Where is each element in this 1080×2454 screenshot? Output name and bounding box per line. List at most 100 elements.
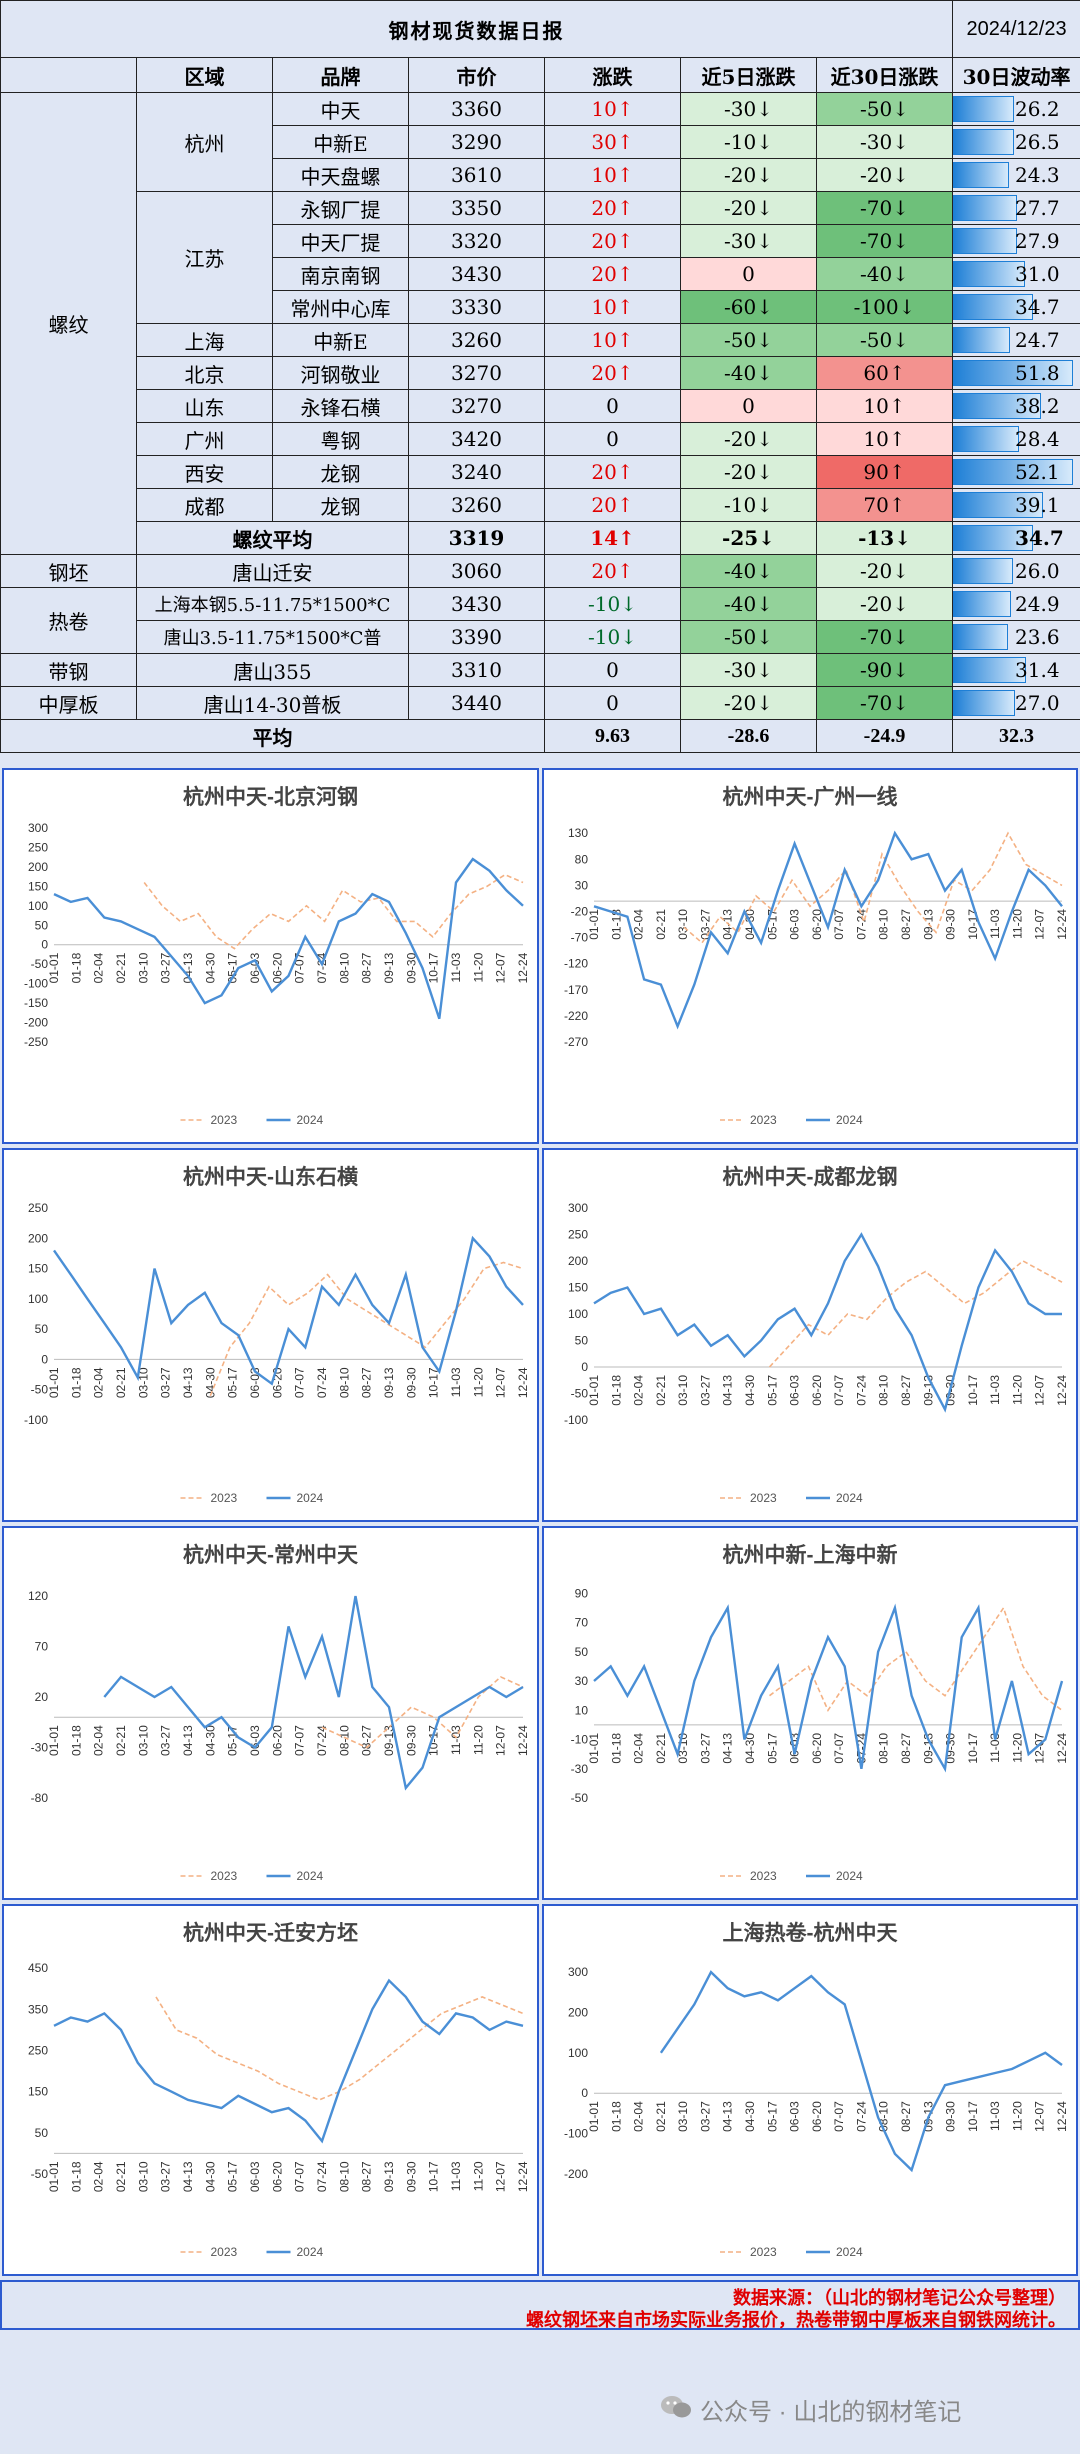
y-tick-label: -100 [564, 1413, 588, 1427]
region-cell: 上海 [136, 323, 273, 357]
x-tick-label: 12-07 [494, 952, 508, 983]
y-tick-label: 130 [568, 826, 588, 840]
price-cell: 3270 [408, 389, 545, 423]
y-tick-label: 0 [41, 1352, 48, 1366]
x-tick-label: 11-03 [449, 1725, 463, 1755]
x-tick-label: 12-24 [516, 952, 530, 983]
x-tick-label: 04-30 [203, 1367, 217, 1398]
x-tick-label: 07-24 [315, 2161, 329, 2192]
legend-label: 2024 [297, 1869, 324, 1883]
y-tick-label: 250 [28, 840, 48, 854]
table-row: 螺纹 杭州 中天 3360 10↑ -30↓ -50↓ 26.2 [0, 92, 1080, 555]
y-tick-label: 0 [41, 938, 48, 952]
change-5d-cell: -50↓ [680, 620, 817, 654]
y-tick-label: 50 [575, 1645, 589, 1659]
spread-chart: 杭州中天-广州一线 130 80 30 -20 -70 -120 -170 -220 -270 01… [542, 768, 1078, 1144]
series-line-2024 [53, 1978, 524, 2144]
x-tick-label: 06-03 [248, 1725, 262, 1756]
volatility-cell: 34.7 [952, 521, 1080, 555]
title-row: 钢材现货数据日报 2024/12/23 [0, 0, 1080, 58]
y-tick-label: 150 [568, 1281, 588, 1295]
volatility-value: 39.1 [1015, 493, 1060, 517]
x-tick-label: 04-13 [181, 2161, 195, 2192]
series-line-2023 [769, 1606, 1063, 1712]
volatility-bar [953, 96, 1014, 122]
x-tick-label: 06-20 [810, 909, 824, 940]
change-cell: 10↑ [544, 92, 681, 126]
y-tick-label: 300 [568, 1965, 588, 1979]
x-tick-label: 09-13 [382, 1367, 396, 1398]
report-title: 钢材现货数据日报 [0, 0, 954, 58]
x-tick-label: 08-27 [360, 1725, 374, 1756]
y-tick-label: 200 [568, 1254, 588, 1268]
x-tick-label: 06-03 [788, 2101, 802, 2132]
x-tick-label: 08-10 [337, 952, 351, 983]
volatility-value: 24.9 [1015, 592, 1060, 616]
change-5d-cell: -40↓ [680, 554, 817, 588]
chart-title: 杭州中天-山东石横 [183, 1165, 358, 1189]
x-tick-label: 02-21 [654, 1733, 668, 1764]
x-tick-label: 08-10 [877, 1375, 891, 1406]
table-row: 上海 中新E 3260 10↑ -50↓ -50↓ 24.7 [1, 323, 1080, 357]
y-tick-label: 150 [28, 879, 48, 893]
volatility-cell: 31.0 [952, 257, 1080, 291]
y-tick-label: 0 [581, 2086, 588, 2100]
y-tick-label: 100 [28, 1292, 48, 1306]
x-tick-label: 12-07 [1033, 1375, 1047, 1406]
change-30d-cell: -13↓ [815, 521, 954, 555]
x-tick-label: 02-04 [92, 1725, 106, 1756]
region-cell: 江苏 [136, 191, 273, 324]
series-line-2023 [768, 1260, 1063, 1368]
chart-title: 杭州中天-常州中天 [183, 1543, 359, 1567]
x-tick-label: 03-10 [676, 2101, 690, 2132]
volatility-value: 23.6 [1015, 625, 1060, 649]
y-tick-label: -30 [31, 1741, 49, 1755]
change-5d-cell: -10↓ [680, 488, 817, 522]
x-tick-label: 11-03 [988, 1733, 1002, 1763]
x-tick-label: 01-18 [609, 2101, 623, 2132]
x-tick-label: 10-17 [966, 2101, 980, 2132]
x-tick-label: 11-20 [471, 952, 485, 982]
x-tick-label: 07-07 [293, 1725, 307, 1756]
brand-cell: 常州中心库 [272, 290, 409, 324]
y-tick-label: -120 [564, 957, 588, 971]
change-5d-cell: -20↓ [680, 422, 817, 456]
y-tick-label: -200 [564, 2167, 588, 2181]
x-tick-label: 04-13 [181, 1367, 195, 1398]
group-billet: 钢坯 [0, 554, 137, 588]
brand-cell: 龙钢 [272, 488, 409, 522]
brand-cell: 粤钢 [272, 422, 409, 456]
brand-cell: 唐山3.5-11.75*1500*C普 [136, 620, 409, 654]
change-30d-cell: -50↓ [815, 92, 954, 126]
volatility-bar [953, 558, 1014, 584]
change-cell: -10↓ [544, 620, 681, 654]
x-tick-label: 12-07 [494, 1725, 508, 1756]
volatility-value: 27.7 [1015, 196, 1060, 220]
y-tick-label: -50 [571, 1387, 589, 1401]
y-tick-label: 450 [28, 1961, 48, 1975]
chart-svg: 杭州中天-成都龙钢 300 250 200 150 100 50 0 -50 -100 01-01 0… [564, 1165, 1069, 1505]
price-cell: 3270 [408, 356, 545, 390]
y-tick-label: 30 [575, 878, 589, 892]
y-tick-label: -100 [564, 2127, 588, 2141]
spread-chart: 杭州中天-成都龙钢 300 250 200 150 100 50 0 -50 -100 01-01 0… [542, 1148, 1078, 1522]
volatility-cell: 24.3 [952, 158, 1080, 192]
volatility-value: 24.3 [1015, 163, 1060, 187]
x-tick-label: 02-21 [114, 952, 128, 983]
chart-svg: 上海热卷-杭州中天 300 200 100 0 -100 -200 01-01 01-18 02-… [564, 1921, 1069, 2259]
change-cell: 14↑ [544, 521, 681, 555]
x-tick-label: 06-03 [788, 909, 802, 940]
volatility-cell: 26.0 [952, 554, 1080, 588]
volatility-value: 38.2 [1015, 394, 1060, 418]
x-tick-label: 06-03 [788, 1375, 802, 1406]
change-30d-cell: -50↓ [815, 323, 954, 357]
volatility-cell: 51.8 [952, 356, 1080, 390]
table-row: 中天厂提 3320 20↑ -30↓ -70↓ 27.9 [1, 224, 1080, 258]
price-cell: 3350 [408, 191, 545, 225]
volatility-cell: 24.7 [952, 323, 1080, 357]
x-tick-label: 03-27 [159, 1367, 173, 1398]
column-header: 近5日涨跌 [680, 57, 817, 93]
volatility-cell: 26.5 [952, 125, 1080, 159]
x-tick-label: 11-03 [449, 1367, 463, 1397]
x-tick-label: 08-10 [337, 1367, 351, 1398]
